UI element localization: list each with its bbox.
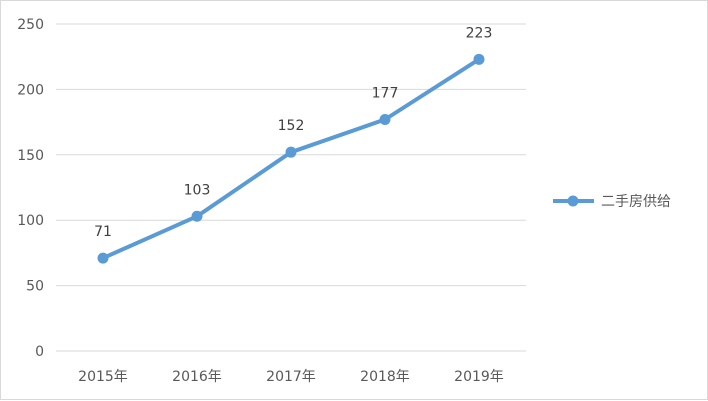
data-points [97, 53, 485, 264]
y-axis-ticks: 0 50 100 150 200 250 [17, 17, 44, 360]
y-tick-label: 150 [17, 148, 44, 164]
data-label: 177 [372, 85, 399, 101]
legend: 二手房供给 [553, 194, 671, 210]
x-tick-label: 2018年 [360, 369, 410, 385]
y-tick-label: 200 [17, 82, 44, 98]
y-tick-label: 50 [26, 279, 44, 295]
data-point [97, 252, 109, 264]
data-label: 103 [184, 182, 211, 198]
x-tick-label: 2015年 [78, 369, 128, 385]
data-label: 71 [94, 224, 112, 240]
gridlines [56, 23, 526, 352]
data-point [191, 210, 203, 222]
data-labels: 71 103 152 177 223 [94, 25, 492, 240]
x-tick-label: 2019年 [454, 369, 504, 385]
y-tick-label: 250 [17, 17, 44, 33]
data-point [285, 146, 297, 158]
data-point [473, 53, 485, 65]
x-tick-label: 2016年 [172, 369, 222, 385]
legend-dot-marker [567, 195, 579, 207]
legend-label: 二手房供给 [601, 194, 671, 210]
data-label: 223 [466, 25, 493, 41]
x-axis-ticks: 2015年 2016年 2017年 2018年 2019年 [78, 369, 504, 385]
y-tick-label: 100 [17, 213, 44, 229]
y-tick-label: 0 [35, 344, 44, 360]
data-point [379, 113, 391, 125]
data-label: 152 [278, 118, 305, 134]
x-tick-label: 2017年 [266, 369, 316, 385]
